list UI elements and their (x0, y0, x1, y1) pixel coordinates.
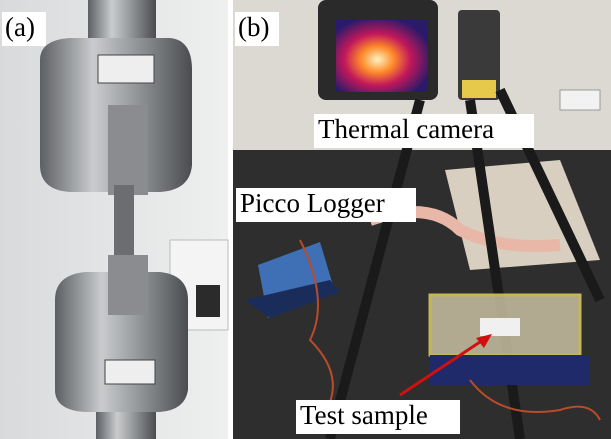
panel-a-photo (0, 0, 228, 439)
panel-label: (a) (5, 12, 35, 42)
annotation: Picco Logger (240, 188, 385, 218)
annotation: Test sample (300, 400, 428, 430)
figure: (a) (b) Thermal camera Picco Logger Test… (0, 0, 611, 439)
annotation: Thermal camera (318, 114, 494, 144)
panel-label: (b) (238, 12, 269, 42)
